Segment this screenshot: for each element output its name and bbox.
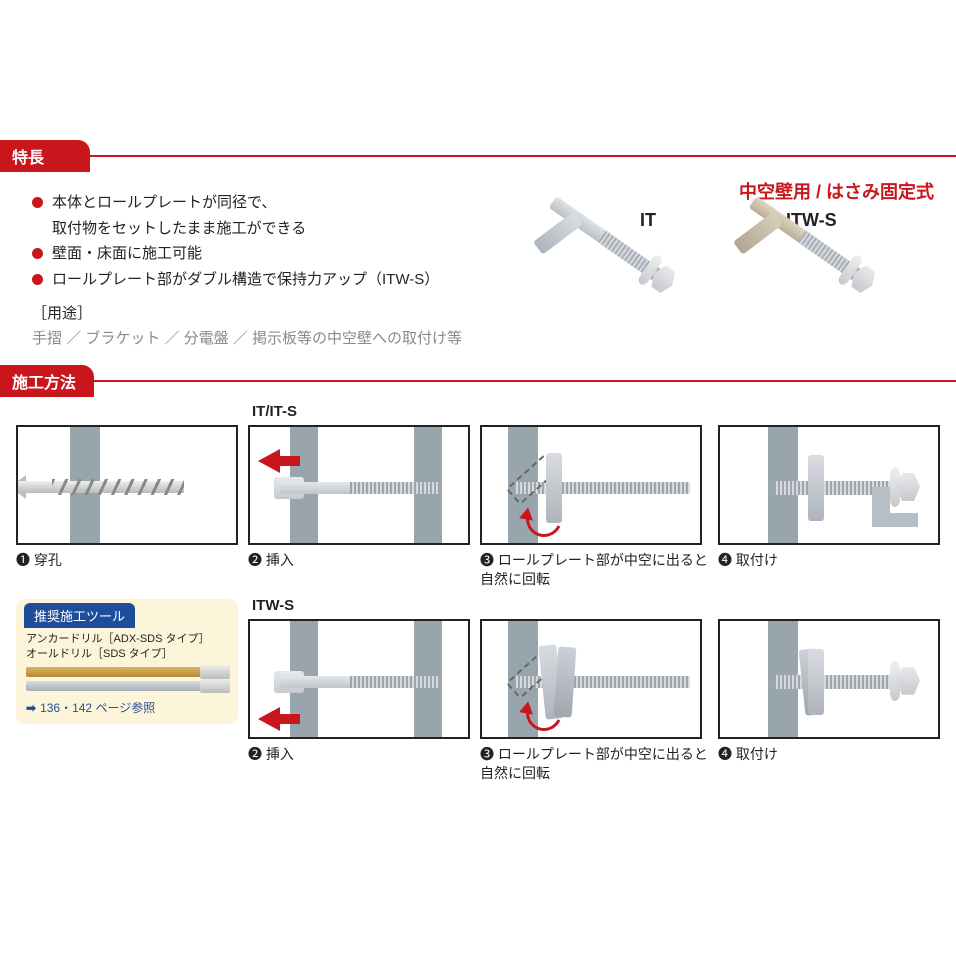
install-row-2: 推奨施工ツール アンカードリル［ADX-SDS タイプ］ オールドリル［SDS … xyxy=(16,597,940,783)
diagram-step2a xyxy=(248,425,470,545)
product-label-it: IT xyxy=(640,210,656,231)
install-cell-4a: ❹ 取付け xyxy=(718,403,940,570)
feature-bullet: 本体とロールプレートが同径で、 取付物をセットしたまま施工ができる xyxy=(32,190,520,241)
caption-step3b: ❸ ロールプレート部が中空に出ると自然に回転 xyxy=(480,745,708,783)
install-cell-1: ❶ 穿孔 xyxy=(16,403,238,570)
bracket-icon xyxy=(872,487,918,527)
install-cell-3b: ❸ ロールプレート部が中空に出ると自然に回転 xyxy=(480,597,708,783)
install-cell-4b: ❹ 取付け xyxy=(718,597,940,764)
arrow-left-icon xyxy=(258,449,280,473)
arrow-left-icon xyxy=(258,707,280,731)
diagram-step2b xyxy=(248,619,470,739)
tool-box: 推奨施工ツール アンカードリル［ADX-SDS タイプ］ オールドリル［SDS … xyxy=(16,599,238,724)
diagram-step4a xyxy=(718,425,940,545)
caption-step4: ❹ 取付け xyxy=(718,551,940,570)
install-header: 施工方法 xyxy=(0,365,956,397)
caption-step1: ❶ 穿孔 xyxy=(16,551,238,570)
caption-step3: ❸ ロールプレート部が中空に出ると自然に回転 xyxy=(480,551,708,589)
product-display: 中空壁用 / はさみ固定式 IT ITW-S xyxy=(520,172,956,365)
feature-bullet: 壁面・床面に施工可能 xyxy=(32,241,520,267)
install-rule xyxy=(90,380,956,382)
feature-bullet: ロールプレート部がダブル構造で保持力アップ（ITW-S） xyxy=(32,267,520,293)
diagram-step1 xyxy=(16,425,238,545)
caption-step4b: ❹ 取付け xyxy=(718,745,940,764)
tool-ref: ➡136・142 ページ参照 xyxy=(16,695,238,716)
tool-line-1: アンカードリル［ADX-SDS タイプ］ xyxy=(16,632,238,647)
caption-step2b: ❷ 挿入 xyxy=(248,745,470,764)
diagram-step3a xyxy=(480,425,702,545)
features-rule xyxy=(86,155,956,157)
product-category: 中空壁用 / はさみ固定式 xyxy=(520,178,956,204)
features-block: 本体とロールプレートが同径で、 取付物をセットしたまま施工ができる 壁面・床面に… xyxy=(0,172,956,365)
caption-step2: ❷ 挿入 xyxy=(248,551,470,570)
tool-drill-grey-icon xyxy=(26,681,228,691)
diagram-step4b xyxy=(718,619,940,739)
tool-title: 推奨施工ツール xyxy=(24,603,135,628)
tools-cell: 推奨施工ツール アンカードリル［ADX-SDS タイプ］ オールドリル［SDS … xyxy=(16,597,238,724)
install-cell-3a: ❸ ロールプレート部が中空に出ると自然に回転 xyxy=(480,403,708,589)
arrow-right-icon: ➡ xyxy=(26,701,36,715)
variant-label-b: ITW-S xyxy=(252,597,470,617)
install-grid: ❶ 穿孔 IT/IT-S ❷ 挿入 xyxy=(0,399,956,783)
usage-text: 手摺 ／ ブラケット ／ 分電盤 ／ 掲示板等の中空壁への取付け等 xyxy=(32,327,520,348)
install-cell-2a: IT/IT-S ❷ 挿入 xyxy=(248,403,470,570)
install-cell-2b: ITW-S ❷ 挿入 xyxy=(248,597,470,764)
diagram-step3b xyxy=(480,619,702,739)
features-text: 本体とロールプレートが同径で、 取付物をセットしたまま施工ができる 壁面・床面に… xyxy=(0,172,520,365)
install-tab: 施工方法 xyxy=(0,365,94,397)
usage-heading: ［用途］ xyxy=(32,302,520,323)
features-header: 特長 xyxy=(0,140,956,172)
install-row-1: ❶ 穿孔 IT/IT-S ❷ 挿入 xyxy=(16,403,940,589)
features-tab: 特長 xyxy=(0,140,90,172)
tool-line-2: オールドリル［SDS タイプ］ xyxy=(16,647,238,662)
variant-label-a: IT/IT-S xyxy=(252,403,470,423)
tool-drill-gold-icon xyxy=(26,667,228,677)
